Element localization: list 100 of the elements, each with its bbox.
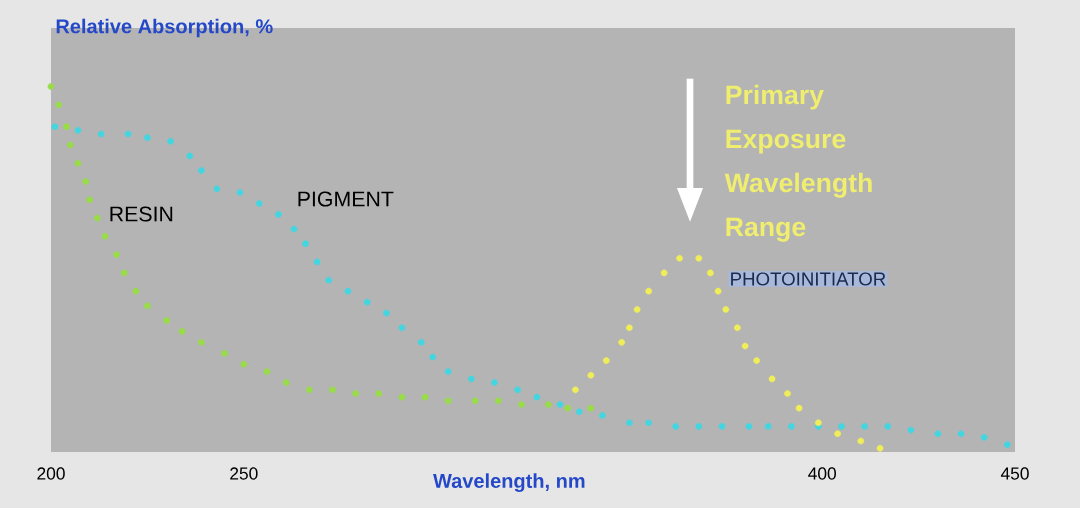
point <box>467 375 475 383</box>
point <box>695 254 703 262</box>
point <box>144 134 151 141</box>
point <box>275 211 282 218</box>
point <box>514 386 521 394</box>
point <box>329 386 336 394</box>
point <box>784 390 791 397</box>
point <box>676 254 683 262</box>
point <box>695 423 703 430</box>
point <box>221 349 228 357</box>
point <box>753 357 760 364</box>
point <box>82 178 90 185</box>
point <box>101 233 109 240</box>
point <box>240 360 248 368</box>
point <box>884 423 892 430</box>
point <box>363 298 371 306</box>
point <box>86 196 93 204</box>
point <box>876 445 884 452</box>
point <box>1003 441 1011 449</box>
point <box>838 423 845 430</box>
point <box>934 430 942 438</box>
x-tick-label: 250 <box>230 467 258 480</box>
point <box>587 404 595 412</box>
point <box>51 123 59 131</box>
point <box>198 339 205 346</box>
point <box>795 404 803 412</box>
point <box>120 269 128 277</box>
point <box>722 306 730 313</box>
y-axis-title: Relative Absorption, % <box>56 18 273 38</box>
point <box>587 371 595 379</box>
point <box>626 324 633 332</box>
point <box>861 423 868 430</box>
x-tick-label: 400 <box>808 467 836 480</box>
point <box>788 423 795 430</box>
point <box>471 397 479 405</box>
point <box>907 426 915 434</box>
point <box>325 276 332 284</box>
annotation: Primary Exposure Wavelength Range <box>724 84 872 242</box>
x-tick-label: 200 <box>37 467 65 480</box>
point <box>745 423 753 430</box>
point <box>618 339 626 346</box>
point <box>282 379 290 386</box>
point <box>533 393 541 401</box>
point <box>398 393 406 401</box>
point <box>741 342 749 350</box>
point <box>113 251 120 258</box>
point <box>306 386 313 394</box>
point <box>718 423 726 430</box>
series-label: PHOTOINITIATOR <box>731 272 886 286</box>
point <box>602 357 610 364</box>
point <box>672 423 680 430</box>
point <box>444 368 452 375</box>
point <box>302 240 309 247</box>
point <box>421 393 429 401</box>
point <box>66 141 74 149</box>
point <box>344 287 352 295</box>
point <box>74 127 82 134</box>
point <box>144 302 151 310</box>
series-label: RESIN <box>110 206 173 222</box>
point <box>857 437 865 445</box>
point <box>815 419 822 427</box>
x-tick-label: 450 <box>1000 467 1029 480</box>
point <box>645 287 653 295</box>
point <box>263 368 271 375</box>
point <box>313 258 321 266</box>
point <box>163 317 171 324</box>
point <box>633 306 641 313</box>
point <box>564 404 572 412</box>
point <box>352 390 359 397</box>
point <box>545 401 552 408</box>
point <box>980 434 988 441</box>
point <box>398 324 406 332</box>
point <box>198 167 205 174</box>
point <box>93 214 101 222</box>
point <box>957 430 965 438</box>
point <box>375 390 383 397</box>
point <box>556 401 564 408</box>
point <box>444 397 452 405</box>
point <box>97 130 105 138</box>
x-axis-title: Wavelength, nm <box>433 473 585 493</box>
point <box>124 130 132 138</box>
point <box>714 287 722 295</box>
point <box>572 386 579 394</box>
point <box>660 269 668 277</box>
point <box>645 419 653 427</box>
point <box>178 328 186 335</box>
point <box>213 185 221 193</box>
point <box>236 189 244 196</box>
point <box>55 101 63 109</box>
point <box>47 83 55 90</box>
point <box>186 152 194 160</box>
point <box>255 200 263 207</box>
point <box>599 412 606 419</box>
point <box>63 123 70 131</box>
point <box>491 379 498 386</box>
point <box>626 419 633 427</box>
point <box>429 353 437 361</box>
point <box>417 339 425 346</box>
point <box>518 401 525 408</box>
point <box>764 423 772 430</box>
